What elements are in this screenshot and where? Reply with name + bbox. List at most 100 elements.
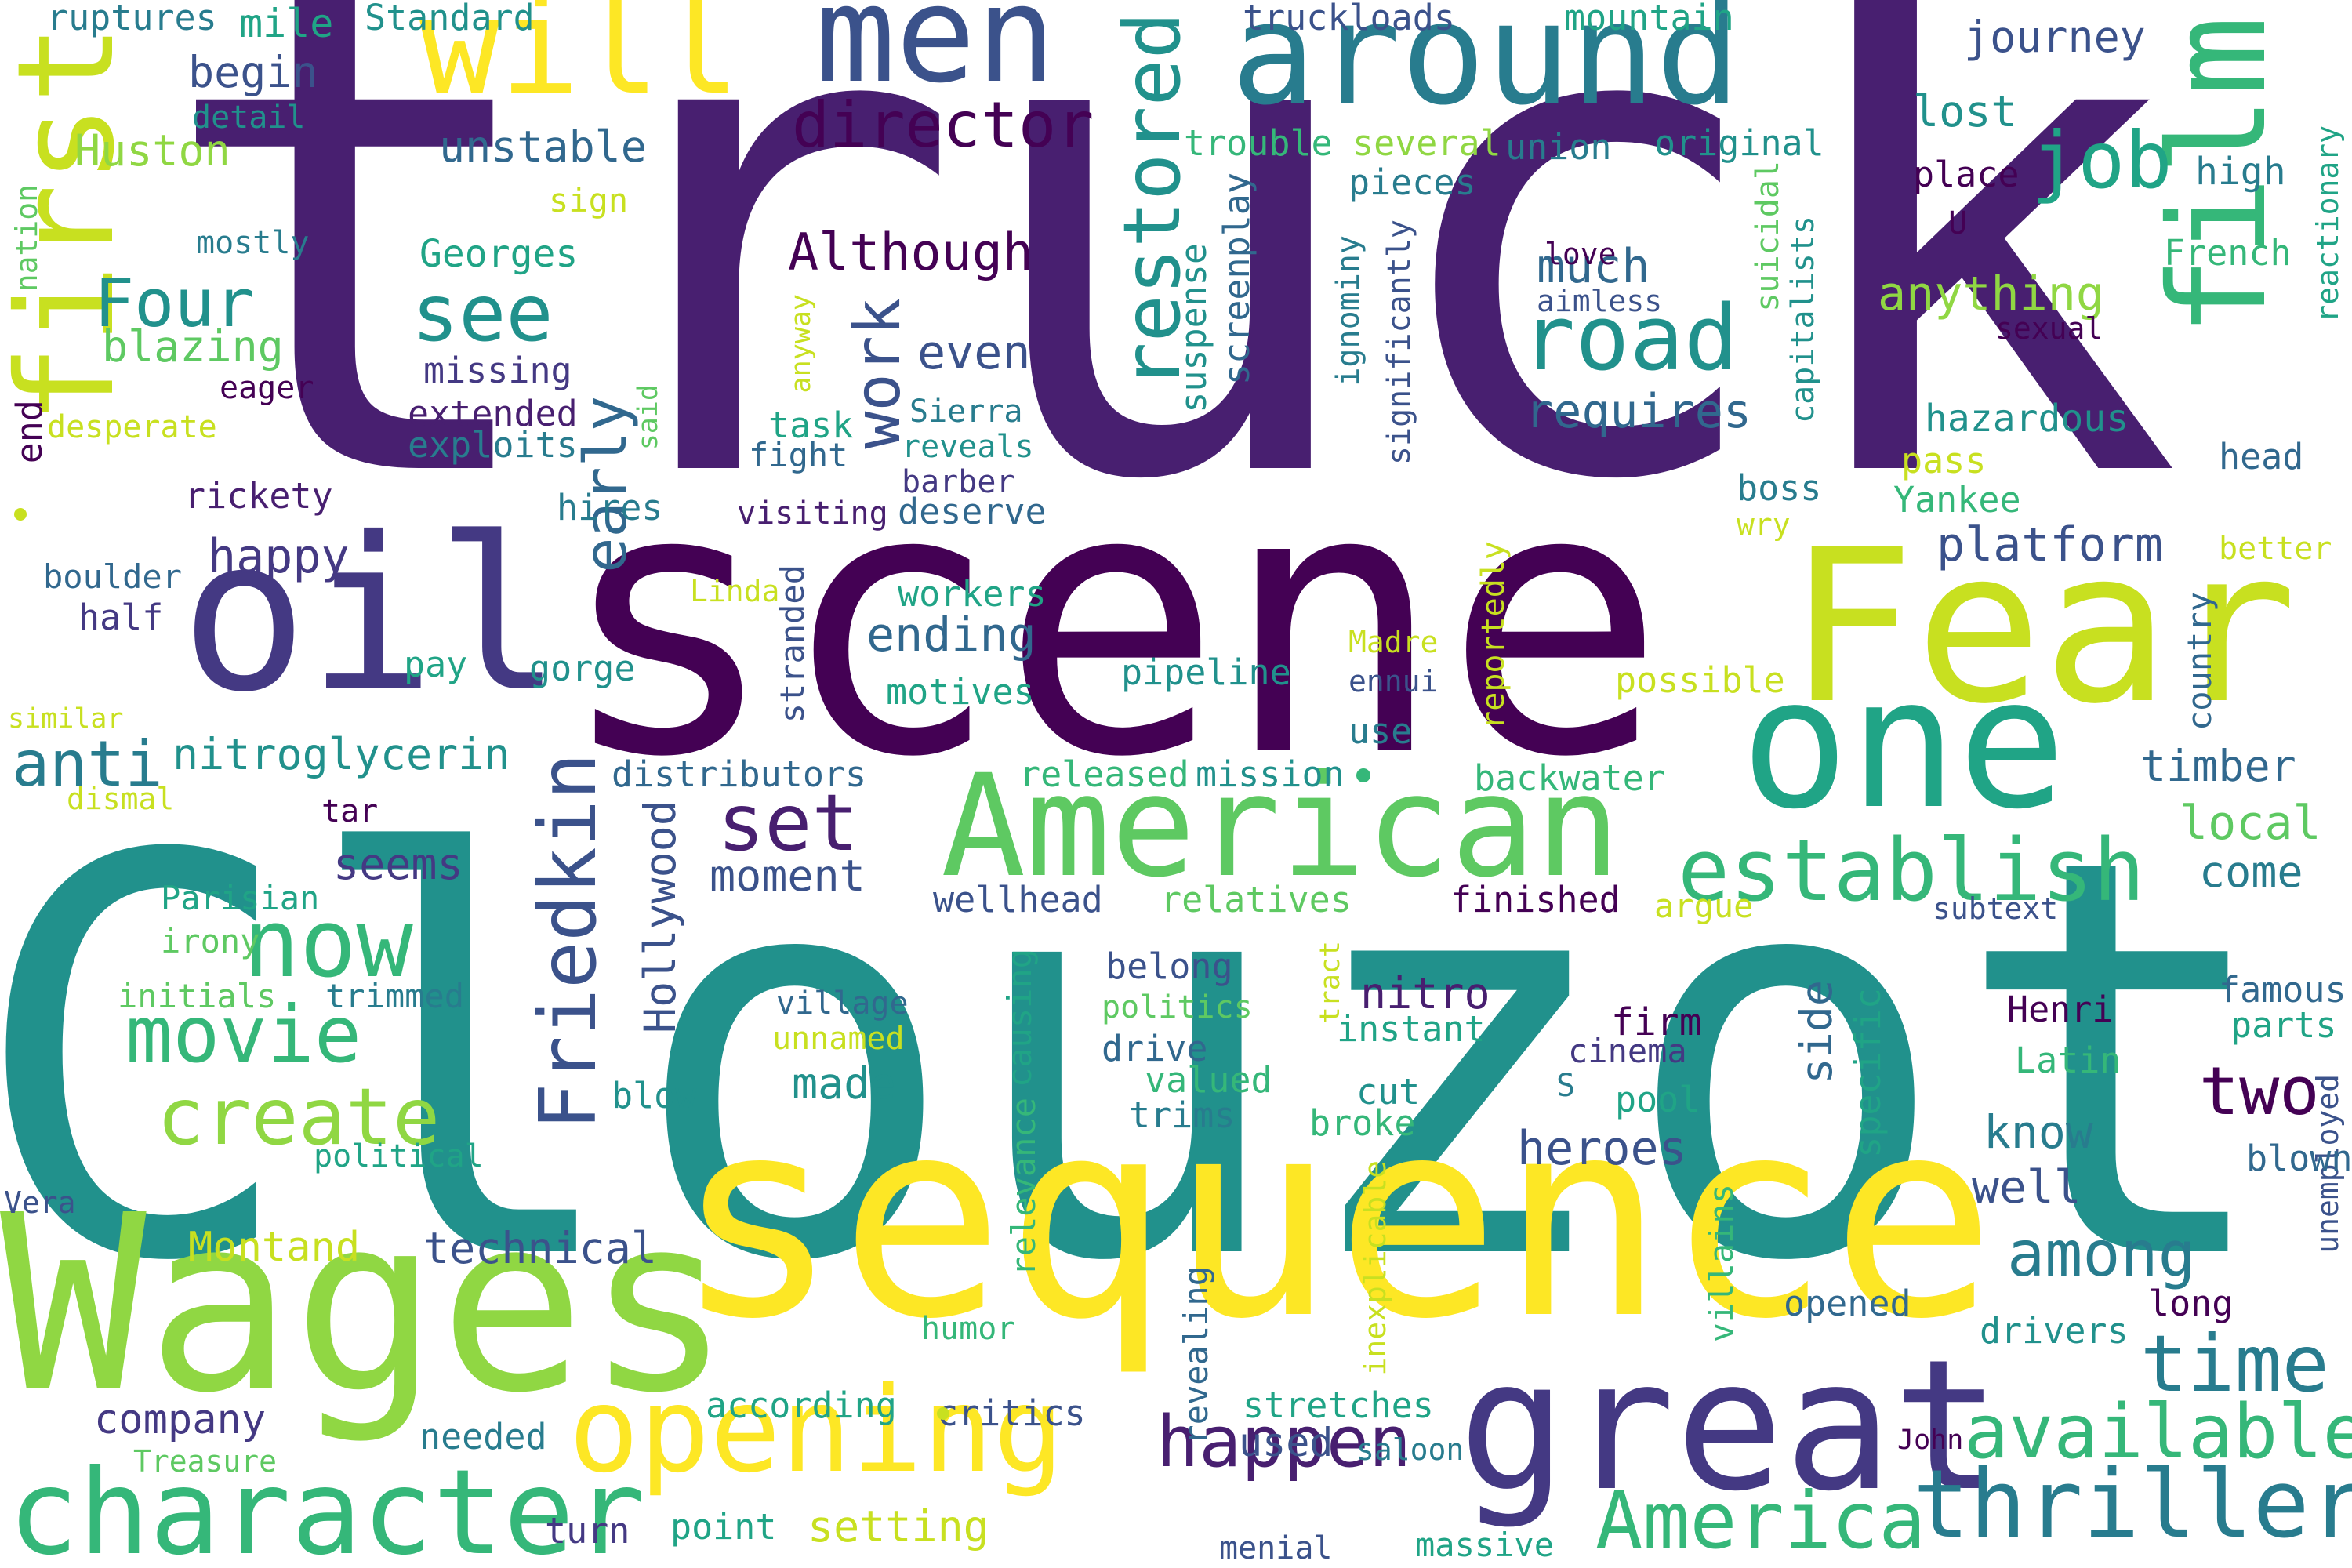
word-belong: belong xyxy=(1105,946,1233,987)
word-sierra: Sierra xyxy=(909,394,1023,430)
word-trouble: trouble xyxy=(1184,122,1333,164)
word-distributors: distributors xyxy=(612,753,867,795)
word-according: according xyxy=(706,1385,897,1426)
word-nation: nation xyxy=(9,184,44,292)
word-one: one xyxy=(1740,640,2067,849)
word-clouzot: Clouzot xyxy=(0,742,2282,1381)
word-reportedly: reportedly xyxy=(1475,541,1512,730)
word-trimmed: trimmed xyxy=(325,977,465,1015)
word-suicidal: suicidal xyxy=(1750,161,1786,312)
word-high: high xyxy=(2195,150,2286,194)
word-huston: Huston xyxy=(74,125,230,176)
word-among: among xyxy=(2007,1218,2196,1290)
word-nitroglycerin: nitroglycerin xyxy=(172,729,510,779)
word-setting: setting xyxy=(808,1501,989,1552)
word-screenplay: screenplay xyxy=(1216,172,1258,385)
word-journey: journey xyxy=(1964,12,2146,62)
word-requires: requires xyxy=(1525,384,1751,439)
word-montand: Montand xyxy=(188,1224,361,1271)
word-oil: oil xyxy=(180,492,563,739)
word-exploits: exploits xyxy=(408,424,578,466)
word-saloon: saloon xyxy=(1356,1432,1465,1467)
word-standard: Standard xyxy=(365,0,535,38)
word-relevance: relevance xyxy=(1004,1098,1043,1276)
word-technical: technical xyxy=(423,1223,658,1273)
word-wages: Wages xyxy=(0,1163,732,1446)
word-parts: parts xyxy=(2230,1004,2337,1046)
word-ennui: ennui xyxy=(1348,664,1439,699)
word-character: character xyxy=(8,1445,645,1568)
word-director: director xyxy=(792,89,1094,162)
word-argue: argue xyxy=(1654,887,1754,925)
word-capitalists: capitalists xyxy=(1785,216,1821,423)
word-dismal: dismal xyxy=(67,782,175,816)
word-u: U xyxy=(1948,205,1968,241)
word-pipeline: pipeline xyxy=(1121,652,1291,693)
word-stranded: stranded xyxy=(773,564,811,724)
word-four: Four xyxy=(94,265,255,343)
word-motives: motives xyxy=(886,671,1035,713)
word-broke: broke xyxy=(1309,1102,1416,1144)
word-latin: Latin xyxy=(2015,1040,2122,1081)
word-workers: workers xyxy=(898,573,1047,615)
word-great: great xyxy=(1458,1322,2002,1531)
word-wry: wry xyxy=(1737,507,1791,542)
word-detail: detail xyxy=(192,100,306,136)
word-revealing: revealing xyxy=(1177,1266,1215,1445)
word-instant: instant xyxy=(1337,1008,1486,1050)
word-sexual: sexual xyxy=(1995,311,2103,346)
word-moment: moment xyxy=(710,851,866,901)
word-massive: massive xyxy=(1415,1526,1555,1564)
word-blown: blown xyxy=(2246,1138,2352,1179)
word-menial: menial xyxy=(1219,1530,1333,1566)
word-deserve: deserve xyxy=(898,491,1047,532)
word-finished: finished xyxy=(1450,879,1621,920)
word-inexplicable: inexplicable xyxy=(1358,1160,1392,1376)
word-fight: fight xyxy=(749,436,848,474)
word-treasure: Treasure xyxy=(133,1444,278,1479)
word-will: will xyxy=(419,0,741,125)
word-vera: Vera xyxy=(4,1185,76,1220)
word-specific: specific xyxy=(1847,988,1889,1158)
word-know: know xyxy=(1984,1105,2093,1159)
word-work: work xyxy=(841,298,914,449)
word-timber: timber xyxy=(2140,741,2296,791)
word-suspense: suspense xyxy=(1173,243,1214,413)
word-irony: irony xyxy=(161,922,260,960)
word-famous: famous xyxy=(2219,969,2347,1011)
word-unstable: unstable xyxy=(439,122,647,172)
word-eager: eager xyxy=(220,370,314,406)
word-parisian: Parisian xyxy=(161,879,320,917)
word-fear: Fear xyxy=(1788,503,2298,750)
word-local: local xyxy=(2180,796,2321,851)
word-turn: turn xyxy=(545,1510,630,1552)
word-similar: similar xyxy=(8,703,124,735)
word-even: even xyxy=(917,325,1031,380)
word-visiting: visiting xyxy=(737,495,888,532)
word-well: well xyxy=(1972,1160,2082,1214)
word-side: side xyxy=(1791,980,1842,1084)
word-love: love xyxy=(1544,237,1617,271)
word-scene: scene xyxy=(557,408,1666,837)
word-road: road xyxy=(1521,286,1738,391)
word-half: half xyxy=(78,597,164,638)
word-lost: lost xyxy=(1913,86,2017,136)
word-drivers: drivers xyxy=(1980,1310,2129,1352)
word-causing: causing xyxy=(1000,949,1039,1088)
word-pay: pay xyxy=(404,644,468,685)
word-early: early xyxy=(571,396,640,573)
word-madre: Madre xyxy=(1348,625,1439,659)
word-humor: humor xyxy=(921,1311,1016,1347)
word-pass: pass xyxy=(1901,440,1987,481)
word-friedkin: Friedkin xyxy=(522,753,614,1131)
word-initials: initials xyxy=(118,977,277,1015)
word-country: country xyxy=(2180,592,2219,731)
word-movie: movie xyxy=(125,989,362,1080)
word-mile: mile xyxy=(239,1,334,46)
word-cut: cut xyxy=(1356,1071,1421,1112)
word-america: America xyxy=(1595,1475,1926,1566)
word-men: men xyxy=(815,0,1057,113)
word-unnamed: unnamed xyxy=(772,1021,905,1057)
word-french: French xyxy=(2164,232,2292,274)
